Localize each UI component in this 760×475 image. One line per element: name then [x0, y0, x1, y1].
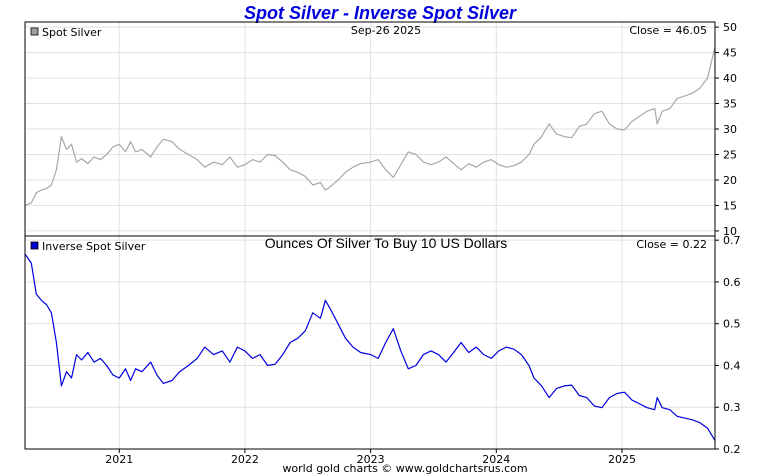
chart-title: Spot Silver - Inverse Spot Silver — [243, 3, 517, 23]
silver-y-tick-label: 20 — [723, 174, 737, 187]
silver-y-tick-label: 50 — [723, 21, 737, 34]
silver-y-tick-label: 15 — [723, 199, 737, 212]
silver-y-tick-label: 10 — [723, 225, 737, 238]
inverse-y-tick-label: 0.6 — [723, 276, 741, 289]
x-axis-tick-label: 2021 — [105, 453, 133, 466]
footer-credit: world gold charts © www.goldchartsrus.co… — [282, 462, 528, 475]
inverse-y-tick-label: 0.3 — [723, 401, 741, 414]
silver-y-tick-label: 25 — [723, 148, 737, 161]
silver-close-label: Close = 46.05 — [629, 24, 707, 37]
inverse-y-tick-label: 0.4 — [723, 359, 741, 372]
silver-y-tick-label: 30 — [723, 123, 737, 136]
x-axis-tick-label: 2025 — [608, 453, 636, 466]
x-axis-tick-label: 2024 — [482, 453, 510, 466]
inverse-panel-title: Ounces Of Silver To Buy 10 US Dollars — [265, 235, 508, 251]
blue-square-icon — [30, 241, 39, 250]
silver-y-tick-label: 45 — [723, 47, 737, 60]
silver-y-tick-label: 40 — [723, 72, 737, 85]
inverse-y-tick-label: 0.7 — [723, 234, 741, 247]
inverse-legend-label: Inverse Spot Silver — [42, 240, 146, 253]
silver-series-line — [24, 47, 716, 206]
inverse-y-tick-label: 0.2 — [723, 443, 741, 456]
inverse-y-tick-label: 0.5 — [723, 318, 741, 331]
x-axis-tick-label: 2022 — [231, 453, 259, 466]
inverse-series-line — [24, 253, 716, 441]
x-axis-tick-label: 2023 — [357, 453, 385, 466]
inverse-plot-frame — [24, 235, 716, 450]
inverse-close-label: Close = 0.22 — [636, 238, 707, 251]
gray-square-icon — [30, 27, 39, 36]
silver-legend-label: Spot Silver — [42, 26, 102, 39]
silver-y-tick-label: 35 — [723, 98, 737, 111]
date-label: Sep-26 2025 — [351, 24, 421, 37]
